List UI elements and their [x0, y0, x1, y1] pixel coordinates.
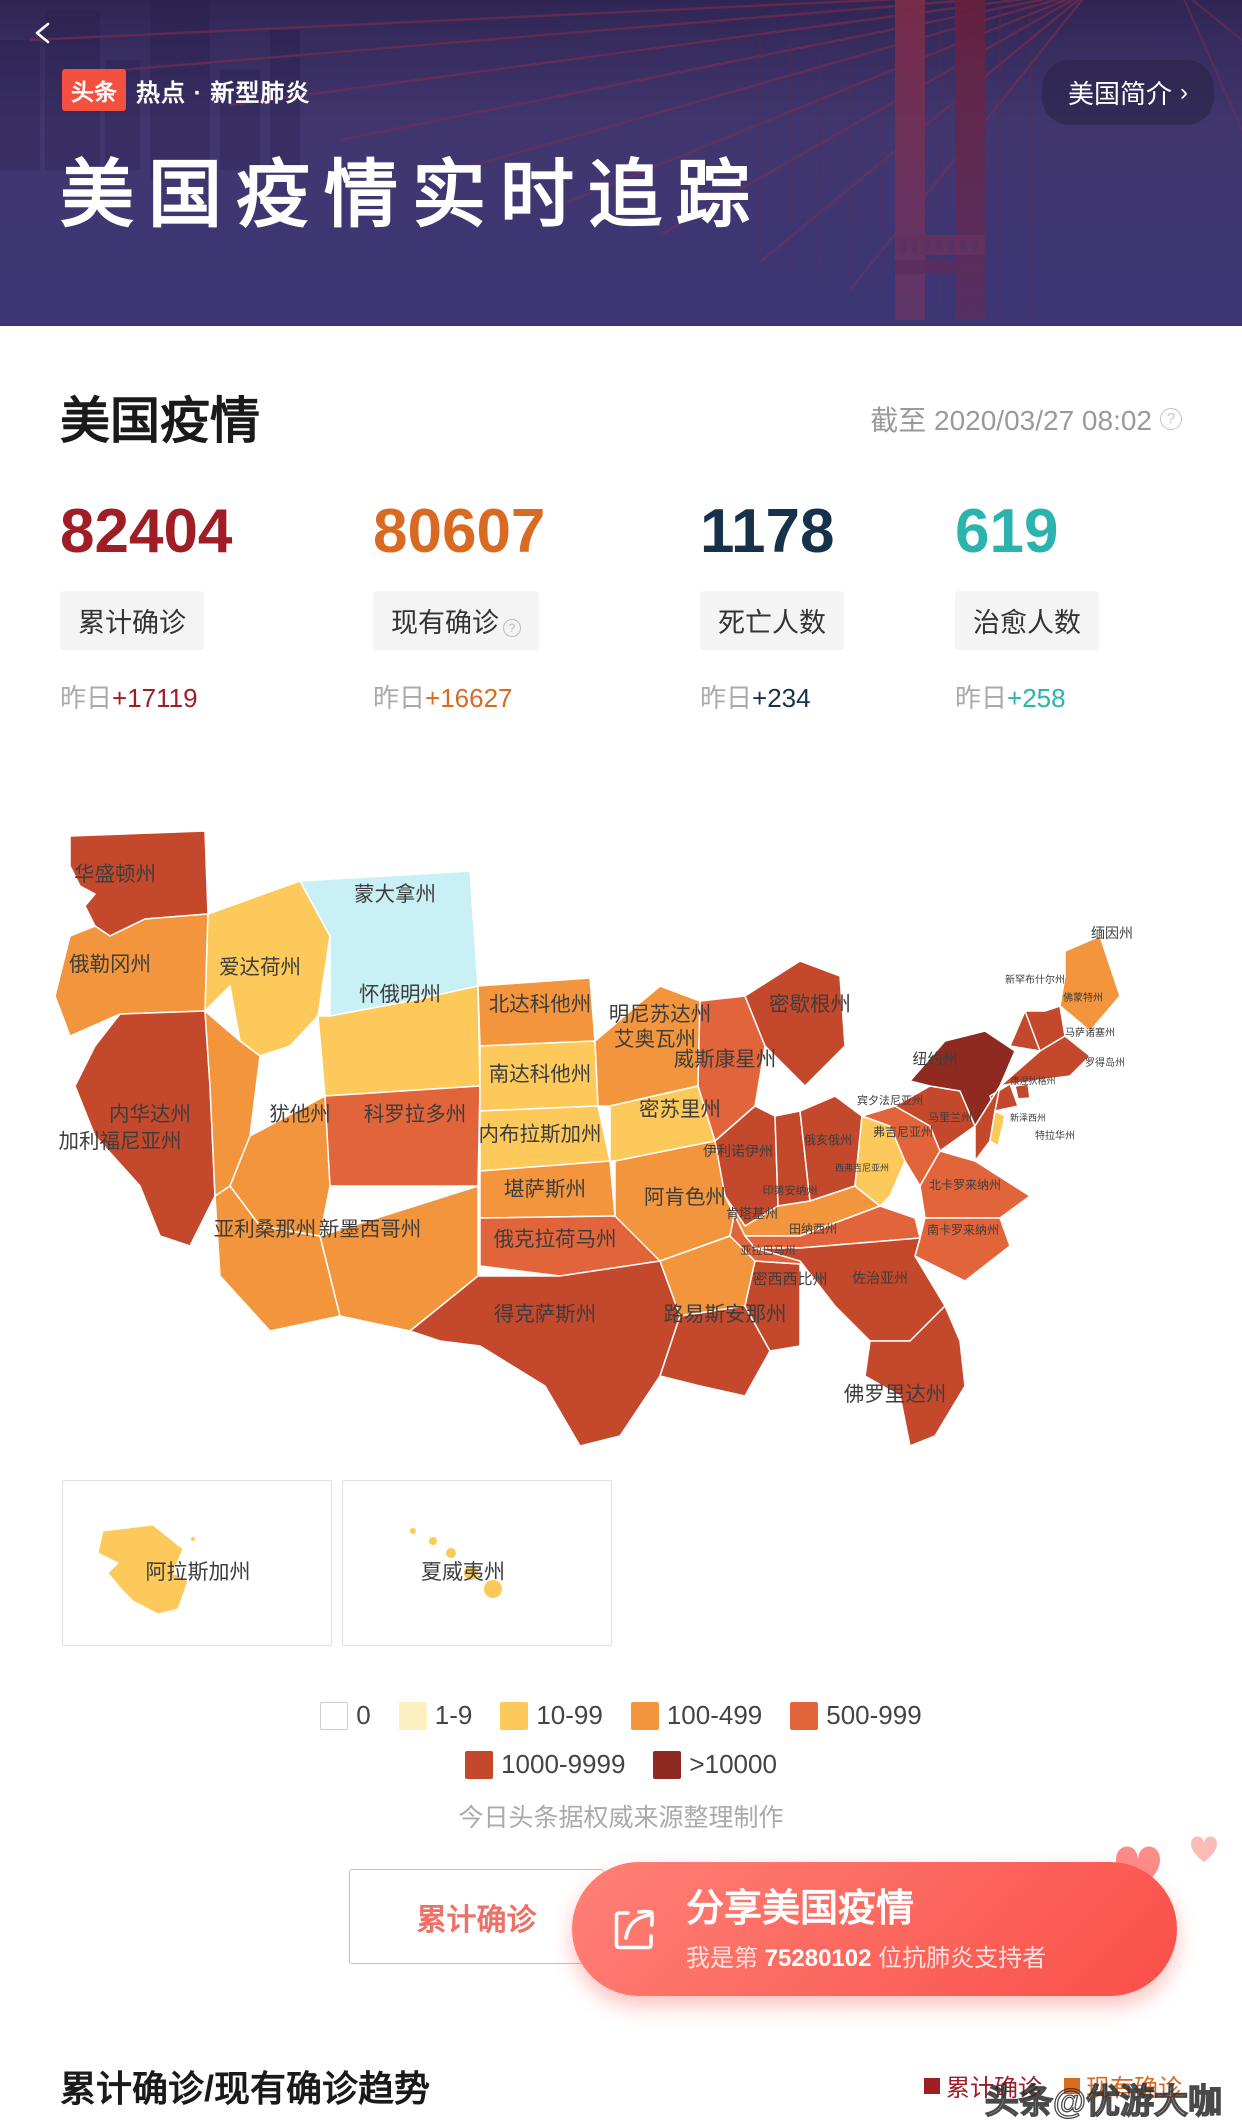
svg-text:密西西比州: 密西西比州	[752, 1271, 827, 1288]
svg-text:密歇根州: 密歇根州	[769, 993, 851, 1016]
svg-text:堪萨斯州: 堪萨斯州	[504, 1178, 586, 1201]
svg-text:亚利桑那州: 亚利桑那州	[214, 1218, 317, 1241]
svg-text:明尼苏达州: 明尼苏达州	[609, 1003, 712, 1026]
svg-text:佛蒙特州: 佛蒙特州	[1063, 991, 1103, 1004]
svg-text:蒙大拿州: 蒙大拿州	[354, 882, 436, 906]
svg-text:康涅狄格州: 康涅狄格州	[1010, 1075, 1055, 1086]
svg-text:北达科他州: 北达科他州	[489, 993, 592, 1016]
svg-text:佐治亚州: 佐治亚州	[852, 1270, 908, 1286]
svg-text:纽约州: 纽约州	[912, 1051, 957, 1068]
svg-text:马萨诸塞州: 马萨诸塞州	[1065, 1026, 1115, 1039]
svg-text:夏威夷州: 夏威夷州	[421, 1561, 505, 1584]
svg-text:俄勒冈州: 俄勒冈州	[69, 953, 151, 976]
svg-text:俄克拉荷马州: 俄克拉荷马州	[494, 1228, 617, 1251]
svg-text:罗得岛州: 罗得岛州	[1085, 1056, 1125, 1069]
svg-text:北卡罗来纳州: 北卡罗来纳州	[929, 1178, 1001, 1192]
svg-text:肯塔基州: 肯塔基州	[726, 1206, 778, 1221]
svg-text:缅因州: 缅因州	[1091, 925, 1133, 941]
svg-text:特拉华州: 特拉华州	[1035, 1129, 1075, 1142]
svg-text:华盛顿州: 华盛顿州	[74, 863, 156, 886]
svg-text:路易斯安那州: 路易斯安那州	[664, 1303, 787, 1326]
svg-text:印第安纳州: 印第安纳州	[763, 1183, 818, 1197]
svg-text:爱达荷州: 爱达荷州	[219, 956, 301, 979]
svg-text:新墨西哥州: 新墨西哥州	[319, 1218, 422, 1241]
svg-text:新泽西州: 新泽西州	[1010, 1112, 1046, 1123]
svg-text:威斯康星州: 威斯康星州	[674, 1048, 777, 1071]
svg-text:俄亥俄州: 俄亥俄州	[804, 1133, 852, 1147]
svg-text:加利福尼亚州: 加利福尼亚州	[59, 1130, 182, 1153]
svg-text:阿肯色州: 阿肯色州	[644, 1186, 726, 1209]
svg-text:亚拉巴马州: 亚拉巴马州	[741, 1243, 796, 1257]
svg-text:弗吉尼亚州: 弗吉尼亚州	[873, 1125, 933, 1139]
svg-text:南达科他州: 南达科他州	[489, 1063, 592, 1086]
svg-text:阿拉斯加州: 阿拉斯加州	[146, 1561, 251, 1584]
svg-text:宾夕法尼亚州: 宾夕法尼亚州	[857, 1093, 923, 1107]
svg-text:伊利诺伊州: 伊利诺伊州	[703, 1143, 773, 1159]
svg-text:西弗吉尼亚州: 西弗吉尼亚州	[835, 1162, 889, 1173]
svg-text:马里兰州: 马里兰州	[928, 1111, 972, 1124]
svg-text:怀俄明州: 怀俄明州	[359, 983, 441, 1006]
svg-text:犹他州: 犹他州	[269, 1103, 331, 1126]
svg-text:科罗拉多州: 科罗拉多州	[364, 1103, 467, 1126]
svg-text:内布拉斯加州: 内布拉斯加州	[479, 1123, 602, 1146]
svg-text:田纳西州: 田纳西州	[789, 1222, 837, 1236]
svg-text:密苏里州: 密苏里州	[639, 1098, 721, 1121]
svg-text:得克萨斯州: 得克萨斯州	[494, 1303, 597, 1326]
svg-text:内华达州: 内华达州	[109, 1103, 191, 1126]
svg-text:南卡罗来纳州: 南卡罗来纳州	[927, 1222, 999, 1237]
svg-text:佛罗里达州: 佛罗里达州	[844, 1383, 947, 1406]
svg-text:新罕布什尔州: 新罕布什尔州	[1005, 973, 1065, 986]
